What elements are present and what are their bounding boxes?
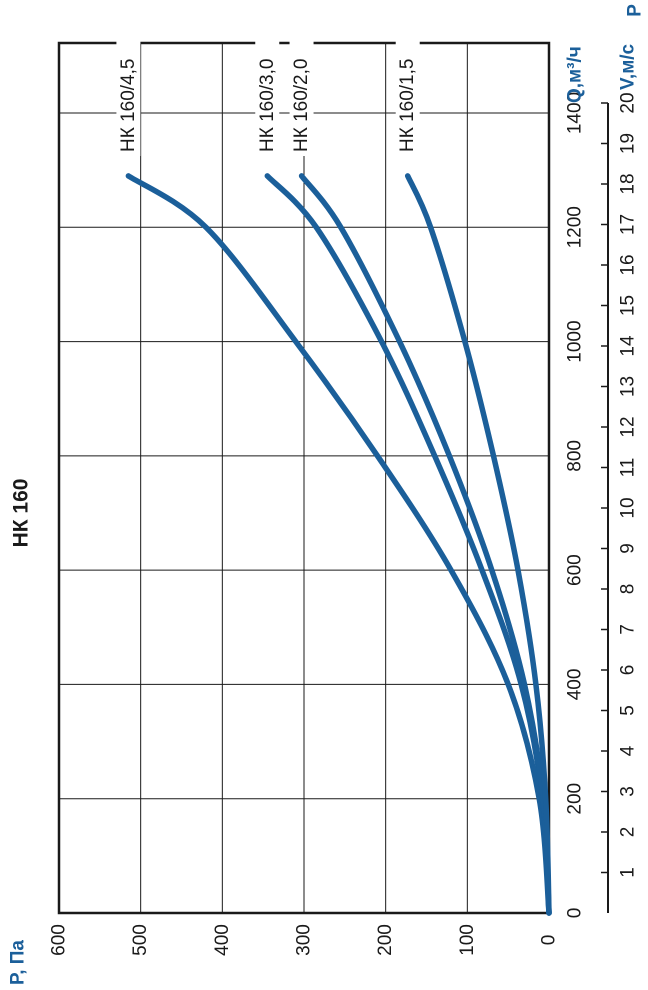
tick-v-8: 8 — [618, 584, 639, 595]
tick-v-19: 19 — [618, 133, 639, 154]
tick-p-200: 200 — [375, 924, 396, 956]
tick-v-6: 6 — [618, 665, 639, 676]
tick-v-15: 15 — [618, 295, 639, 316]
tick-p-100: 100 — [457, 924, 478, 956]
tick-q-1000: 1000 — [565, 320, 586, 362]
series-label-3: НК 160/1,5 — [397, 59, 418, 152]
tick-v-5: 5 — [618, 705, 639, 716]
y-axis-label: P, Па — [8, 940, 29, 985]
series-label-bg-1 — [255, 38, 280, 156]
tick-v-13: 13 — [618, 376, 639, 397]
tick-p-500: 500 — [130, 924, 151, 956]
series-label-bg-0 — [116, 38, 141, 156]
tick-q-200: 200 — [565, 783, 586, 815]
curve-series-1 — [264, 173, 552, 916]
tick-v-10: 10 — [618, 497, 639, 518]
plot-frame — [57, 41, 551, 915]
tick-v-18: 18 — [618, 173, 639, 194]
tick-v-20: 20 — [618, 92, 639, 113]
tick-q-1200: 1200 — [565, 206, 586, 248]
series-labels: НК 160/4,5 НК 160/3,0 НК 160/2,0 НК 160/1,5 — [116, 38, 420, 156]
curve-series-2 — [298, 173, 552, 916]
x-axis-label: Q,м³/ч — [565, 46, 586, 103]
series-label-bg-3 — [395, 38, 420, 156]
tick-q-0: 0 — [565, 908, 586, 919]
tick-v-2: 2 — [618, 827, 639, 838]
tick-v-1: 1 — [618, 867, 639, 878]
tick-q-600: 600 — [565, 554, 586, 586]
tick-v-12: 12 — [618, 416, 639, 437]
tick-p-600: 600 — [49, 924, 70, 956]
velocity-axis-label: V,м/с — [618, 43, 639, 90]
tick-v-11: 11 — [618, 458, 639, 478]
series-label-1: НК 160/3,0 — [257, 59, 278, 152]
tick-v-9: 9 — [618, 543, 639, 554]
tick-q-400: 400 — [565, 669, 586, 701]
axis-titles: НК 160 P, Па Q,м³/ч V,м/с P — [8, 4, 646, 985]
series-label-0: НК 160/4,5 — [118, 59, 139, 152]
curve-series-3 — [404, 173, 552, 916]
chart-title: НК 160 — [10, 479, 33, 548]
tick-v-3: 3 — [618, 786, 639, 797]
curve-series-0 — [125, 173, 552, 916]
series-label-2: НК 160/2,0 — [291, 59, 312, 152]
tick-q-1400: 1400 — [565, 92, 586, 134]
tick-v-14: 14 — [618, 335, 639, 357]
series-label-bg-2 — [289, 38, 314, 156]
tick-p-300: 300 — [294, 924, 315, 956]
tick-v-16: 16 — [618, 254, 639, 275]
grid-lines — [57, 41, 551, 915]
tick-v-4: 4 — [618, 745, 639, 756]
tick-v-7: 7 — [618, 624, 639, 635]
curves — [125, 173, 552, 916]
tick-p-0: 0 — [539, 935, 560, 946]
tick-labels: 0 100 200 300 400 500 600 0 200 400 600 800 1000 1200… — [49, 92, 586, 956]
corner-label: P — [625, 4, 646, 17]
tick-p-400: 400 — [212, 924, 233, 956]
tick-v-17: 17 — [618, 214, 639, 235]
tick-q-800: 800 — [565, 440, 586, 472]
